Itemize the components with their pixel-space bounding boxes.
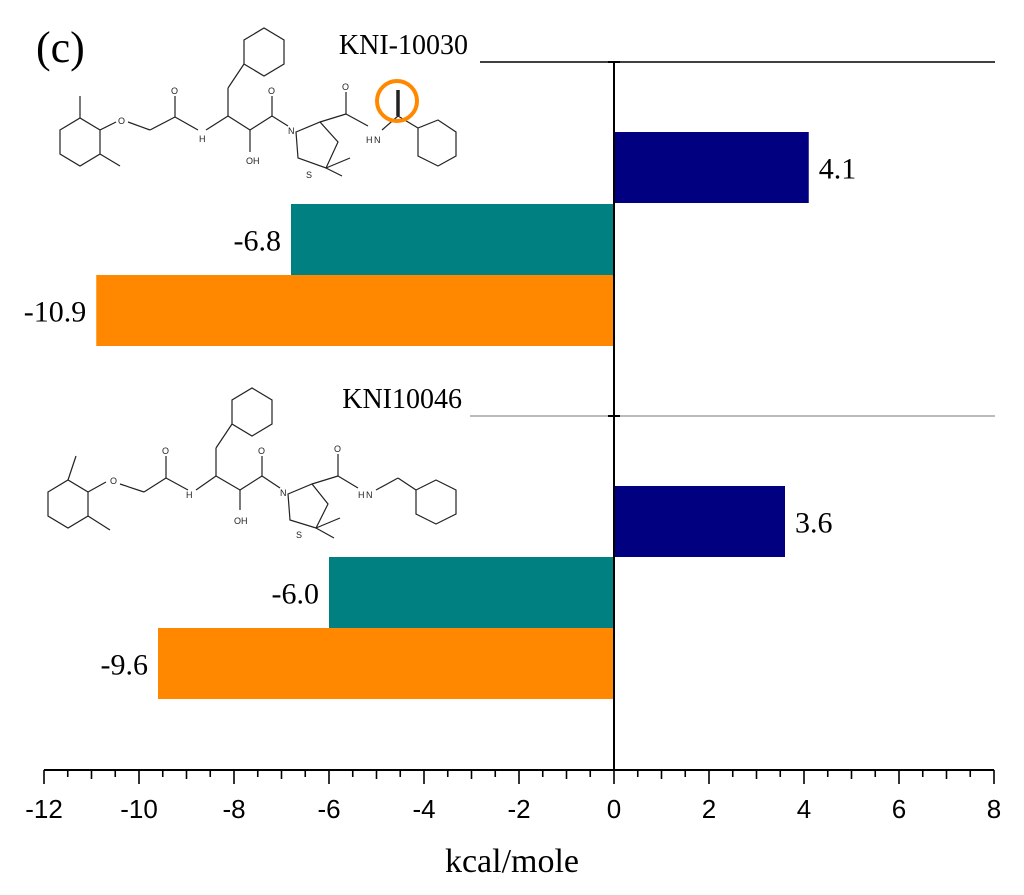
x-tick-label: -12 [25,794,63,824]
x-tick-label: -6 [317,794,340,824]
bar-value-label: 3.6 [795,507,833,540]
atom-amine-label: H [186,490,193,500]
atom-nitrogen-label: N [366,490,373,500]
bar [291,204,614,275]
panel-label: (c) [36,23,85,72]
molecule-structure-kni10046: O O H OH O N S O H N [47,387,457,540]
atom-oxygen-label: O [171,86,178,96]
bar-value-label: -10.9 [24,296,87,329]
atom-oxygen-label: O [268,86,275,96]
bar [158,628,614,699]
plot-area: -12 -10 -8 -6 -4 -2 0 2 4 6 8 kcal/mole KNI-10030 4.1… [24,30,1001,880]
x-tick-label: -10 [120,794,158,824]
atom-oxygen-label: O [110,476,117,486]
x-tick-label: -4 [412,794,435,824]
bar [329,557,614,628]
group-label: KNI10046 [342,384,462,415]
atom-nitrogen-label: N [374,135,381,145]
x-tick-label: 2 [702,794,716,824]
atom-amine-label: H [199,134,206,144]
atom-oxygen-label: O [118,116,125,126]
atom-oxygen-label: O [258,446,265,456]
x-tick-label: 8 [987,794,1001,824]
x-tick-label: -2 [507,794,530,824]
molecule-structure-kni-10030: O O H OH O N S O H N [59,27,457,180]
x-tick-label: 0 [607,794,621,824]
atom-oxygen-label: O [334,444,341,454]
x-tick-label: -8 [222,794,245,824]
atom-amine-label: H [366,135,373,145]
atom-nitrogen-label: N [288,126,295,136]
bar [614,486,785,557]
atom-sulfur-label: S [306,170,312,180]
bar-value-label: -6.8 [234,225,282,258]
group-label: KNI-10030 [339,30,468,61]
atom-nitrogen-label: N [280,488,287,498]
atom-hydroxyl-label: OH [234,516,248,526]
x-axis-title: kcal/mole [445,843,579,880]
x-tick-label: 6 [892,794,906,824]
atom-oxygen-label: O [342,82,349,92]
atom-oxygen-label: O [162,446,169,456]
highlight-circle-marker [375,79,419,123]
x-tick-label: 4 [797,794,811,824]
atom-amine-label: H [358,490,365,500]
bar [614,132,809,203]
atom-hydroxyl-label: OH [246,156,260,166]
atom-sulfur-label: S [296,530,302,540]
bar-value-label: -9.6 [101,649,149,682]
bar-value-label: -6.0 [272,578,320,611]
bar-value-label: 4.1 [819,153,857,186]
bar [96,275,614,346]
